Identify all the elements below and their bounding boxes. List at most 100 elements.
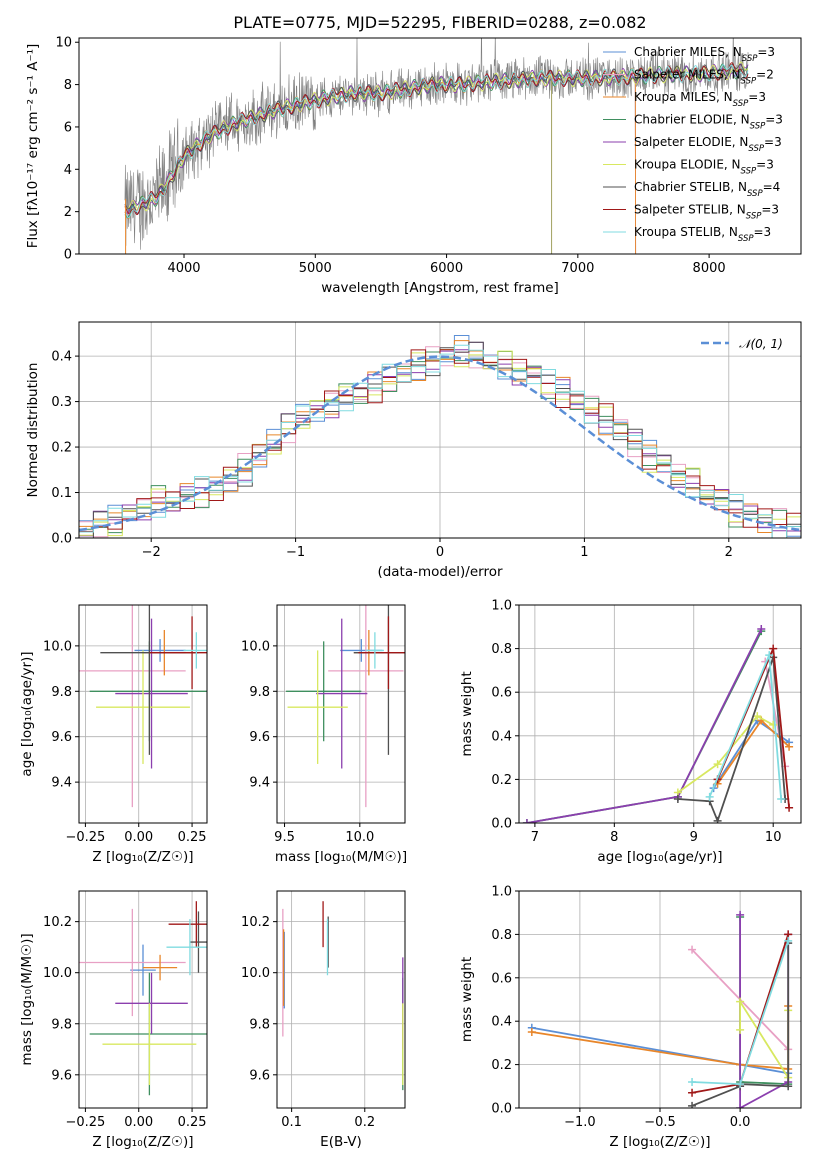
y-axis-label: mass weight [459, 957, 475, 1042]
y-tick-label: 0.4 [491, 1015, 512, 1030]
plot-area [527, 910, 793, 1108]
x-tick-label: 10 [765, 830, 782, 845]
x-tick-label: 0.2 [354, 1115, 375, 1130]
y-tick-label: 0.6 [491, 686, 512, 701]
y-axis-label: Flux [fλ10⁻¹⁷ erg cm⁻² s⁻¹ A⁻¹] [25, 44, 41, 249]
weight-marker [753, 712, 762, 721]
x-axis-label: Z [log₁₀(Z/Z☉)] [92, 849, 193, 865]
plot-area [286, 605, 405, 808]
x-axis-label: wavelength [Angstrom, rest frame] [321, 280, 559, 296]
plot-area [79, 335, 801, 538]
x-tick-label: 9 [690, 830, 698, 845]
x-axis-label: E(B-V) [320, 1134, 362, 1150]
x-tick-label: 7000 [561, 261, 594, 276]
weight-marker [527, 1028, 536, 1037]
model-line [124, 63, 749, 219]
panel-weight_vs_Z: −1.0 −0.5 0.0 0.0 0.2 0.4 0.6 0.8 1.0 Z [log₁₀(Z/… [459, 885, 802, 1150]
x-tick-label: 0.1 [281, 1115, 302, 1130]
x-tick-label: 0.25 [178, 830, 207, 845]
y-tick-label: 0.2 [491, 1058, 512, 1073]
panel-residuals: −2 −1 0 1 2 0.0 0.1 0.2 0.3 0.4 (data-model)/error… [25, 321, 802, 580]
y-tick-label: 10 [55, 36, 72, 51]
y-tick-label: 6 [64, 120, 72, 135]
y-tick-label: 0.0 [51, 532, 72, 547]
y-tick-label: 0.4 [51, 350, 72, 365]
y-tick-label: 9.6 [51, 730, 72, 745]
panel-mass_vs_Z: −0.25 0.00 0.25 9.6 9.8 10.0 10.2 Z [log₁₀(Z/Z☉… [19, 890, 208, 1150]
y-tick-label: 0.2 [491, 773, 512, 788]
y-tick-label: 0.6 [491, 971, 512, 986]
y-tick-label: 0.0 [491, 817, 512, 832]
x-tick-label: 10.0 [345, 830, 374, 845]
axes-frame [78, 604, 208, 824]
weight-line [677, 715, 774, 794]
model-line [124, 63, 749, 214]
legend-label: Chabrier MILES, NSSP=3 [634, 45, 775, 64]
y-tick-label: 1.0 [491, 885, 512, 900]
legend-label: Chabrier ELODIE, NSSP=3 [634, 113, 783, 132]
y-tick-label: 9.4 [249, 776, 270, 791]
y-tick-label: 0.2 [51, 441, 72, 456]
y-tick-label: 10.2 [241, 915, 270, 930]
legend-label: Kroupa MILES, NSSP=3 [634, 90, 766, 109]
x-tick-label: 0.0 [730, 1115, 751, 1130]
x-tick-label: −0.5 [644, 1115, 676, 1130]
axes-frame [78, 890, 208, 1109]
histogram-series [79, 344, 801, 538]
legend-label: Kroupa STELIB, NSSP=3 [634, 225, 771, 244]
legend-label: Salpeter STELIB, NSSP=3 [634, 203, 779, 222]
legend-label: 𝒩(0, 1) [739, 337, 783, 351]
x-tick-label: 0.25 [178, 1115, 207, 1130]
weight-marker [785, 803, 794, 812]
x-tick-label: 8 [610, 830, 618, 845]
normal-curve [79, 355, 801, 532]
model-line [124, 64, 749, 219]
weight-marker [757, 624, 766, 633]
y-tick-label: 4 [64, 163, 72, 178]
weight-marker [713, 760, 722, 769]
y-tick-label: 9.8 [51, 685, 72, 700]
plot-area [522, 624, 794, 823]
x-tick-label: −1.0 [564, 1115, 596, 1130]
x-tick-label: −0.25 [65, 1115, 105, 1130]
weight-line [764, 661, 786, 767]
legend-label: Chabrier STELIB, NSSP=4 [634, 180, 780, 199]
y-tick-label: 10.0 [241, 966, 270, 981]
weight-marker [784, 1082, 793, 1091]
weight-marker [705, 792, 714, 801]
x-axis-label: (data-model)/error [377, 564, 503, 580]
weight-marker [688, 1088, 697, 1097]
x-tick-label: −1 [286, 545, 305, 560]
plot-area [282, 901, 404, 1091]
legend-label: Kroupa ELODIE, NSSP=3 [634, 158, 774, 177]
weight-marker [769, 644, 778, 653]
legend-label: Salpeter ELODIE, NSSP=3 [634, 135, 782, 154]
x-tick-label: 8000 [693, 261, 726, 276]
weight-marker [736, 997, 745, 1006]
panel-age_vs_Z: −0.25 0.00 0.25 9.4 9.6 9.8 10.0 Z [log₁₀(Z/Z☉)… [19, 604, 208, 865]
x-axis-label: Z [log₁₀(Z/Z☉)] [609, 1134, 710, 1150]
legend: 𝒩(0, 1) [701, 337, 783, 351]
y-tick-label: 0 [64, 248, 72, 263]
y-tick-label: 10.2 [43, 915, 72, 930]
x-tick-label: 6000 [430, 261, 463, 276]
plot-area [79, 901, 207, 1096]
axes-frame [276, 890, 406, 1109]
weight-marker [736, 910, 745, 919]
panel-mass_vs_ebv: 0.1 0.2 9.6 9.8 10.0 10.2 E(B-V) [241, 890, 406, 1150]
x-tick-label: 0 [436, 545, 444, 560]
y-tick-label: 0.0 [491, 1102, 512, 1117]
x-tick-label: 1 [580, 545, 588, 560]
y-tick-label: 0.3 [51, 395, 72, 410]
y-tick-label: 1.0 [491, 599, 512, 614]
y-tick-label: 0.4 [491, 729, 512, 744]
y-tick-label: 9.8 [249, 685, 270, 700]
weight-marker [785, 742, 794, 751]
x-tick-label: 4000 [167, 261, 200, 276]
weight-marker [713, 816, 722, 823]
x-axis-label: mass [log₁₀(M/M☉)] [275, 849, 407, 865]
weight-marker [688, 1077, 697, 1086]
axes-frame [78, 37, 802, 255]
model-line [124, 67, 637, 254]
y-axis-label: mass [log₁₀(M/M☉)] [19, 933, 35, 1065]
